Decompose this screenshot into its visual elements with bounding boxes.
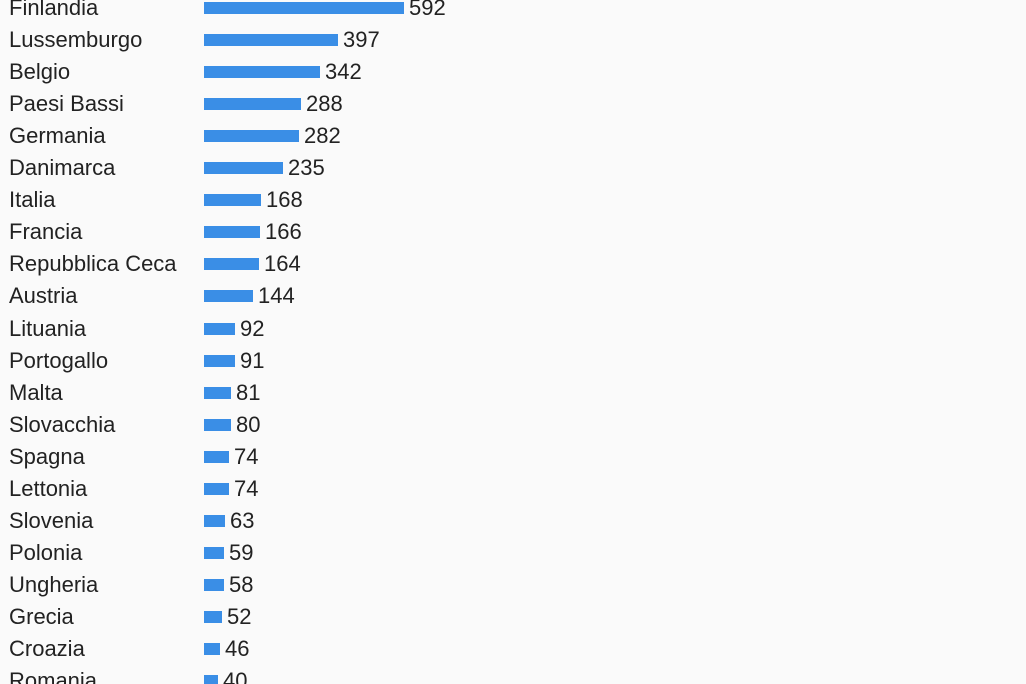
bar — [204, 418, 231, 431]
bar — [204, 482, 229, 495]
value-label: 92 — [240, 315, 265, 341]
category-label: Lussemburgo — [9, 27, 143, 53]
value-label: 74 — [234, 475, 259, 501]
bar — [204, 322, 235, 335]
value-label: 144 — [258, 283, 295, 309]
bar — [204, 194, 261, 207]
category-label: Belgio — [9, 59, 71, 85]
category-label: Lituania — [9, 315, 87, 341]
category-label: Repubblica Ceca — [9, 251, 177, 277]
value-label: 74 — [234, 443, 259, 469]
value-label: 58 — [229, 571, 254, 597]
value-label: 592 — [409, 0, 446, 20]
bar — [204, 162, 283, 175]
value-label: 397 — [343, 27, 380, 53]
bar — [204, 354, 235, 367]
value-label: 166 — [265, 219, 302, 245]
category-label: Grecia — [9, 603, 74, 629]
bar — [204, 258, 259, 271]
bar — [204, 130, 299, 143]
category-label: Malta — [9, 379, 63, 405]
bar — [204, 450, 229, 463]
category-label: Lettonia — [9, 475, 88, 501]
bar — [204, 578, 224, 591]
category-label: Polonia — [9, 539, 83, 565]
category-label: Paesi Bassi — [9, 91, 124, 117]
value-label: 164 — [264, 251, 301, 277]
category-label: Slovenia — [9, 507, 94, 533]
category-label: Austria — [9, 283, 78, 309]
value-label: 168 — [266, 187, 303, 213]
category-label: Italia — [9, 187, 56, 213]
bar — [204, 514, 225, 527]
category-label: Portogallo — [9, 347, 109, 373]
value-label: 46 — [225, 636, 250, 661]
value-label: 91 — [240, 347, 265, 373]
value-label: 282 — [304, 123, 341, 149]
value-label: 342 — [325, 59, 362, 85]
category-label: Germania — [9, 123, 106, 149]
bar — [204, 34, 338, 47]
value-label: 59 — [229, 539, 254, 565]
value-label: 288 — [306, 91, 343, 117]
bar — [204, 643, 220, 655]
category-label: Ungheria — [9, 571, 99, 597]
bar — [204, 675, 218, 684]
bar — [204, 610, 222, 623]
bar — [204, 290, 253, 303]
category-label: Slovacchia — [9, 411, 116, 437]
category-label: Finlandia — [9, 0, 99, 20]
bar — [204, 386, 231, 399]
category-label: Francia — [9, 219, 83, 245]
bar — [204, 66, 320, 79]
value-label: 80 — [236, 411, 261, 437]
category-label: Spagna — [9, 443, 85, 469]
value-label: 52 — [227, 603, 252, 629]
value-label: 81 — [236, 379, 261, 405]
value-label: 63 — [230, 507, 255, 533]
bar — [204, 98, 301, 111]
bar — [204, 2, 404, 14]
category-label: Danimarca — [9, 155, 116, 181]
category-label: Romania — [9, 668, 98, 684]
category-label: Croazia — [9, 636, 85, 661]
value-label: 40 — [223, 668, 248, 684]
bar — [204, 546, 224, 559]
bar — [204, 226, 260, 239]
value-label: 235 — [288, 155, 325, 181]
